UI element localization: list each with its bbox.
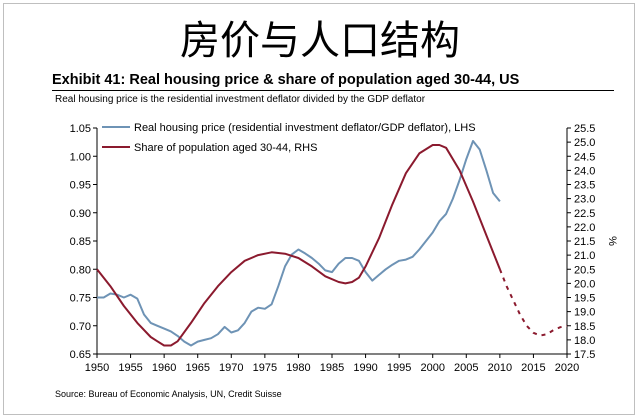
right-tick-label: 21.0 [574,250,595,262]
x-tick-label: 1965 [185,362,209,374]
x-tick-label: 1985 [320,362,344,374]
right-tick-label: 23.5 [574,180,595,192]
right-tick-label: 21.5 [574,236,595,248]
chart-frame [3,3,635,415]
x-tick-label: 1975 [253,362,277,374]
right-tick-label: 19.0 [574,307,595,319]
left-tick-label: 0.75 [70,293,91,305]
right-tick-label: 24.0 [574,165,595,177]
right-tick-label: 20.0 [574,278,595,290]
right-tick-label: 18.0 [574,335,595,347]
chart-subtitle: Real housing price is the residential in… [55,94,426,105]
left-tick-label: 0.80 [70,264,91,276]
right-tick-label: 17.5 [574,349,595,361]
x-tick-label: 2000 [420,362,444,374]
source-note: Source: Bureau of Economic Analysis, UN,… [55,389,282,399]
series-line-1 [96,144,501,347]
x-tick-label: 1990 [353,362,377,374]
title-divider [52,90,614,91]
right-tick-label: 22.0 [574,222,595,234]
right-tick-label: 25.5 [574,123,595,135]
right-tick-label: 25.0 [574,137,595,149]
x-tick-label: 1960 [152,362,176,374]
left-tick-label: 0.65 [70,349,91,361]
series-line-2 [498,268,568,337]
x-tick-label: 2020 [555,362,579,374]
x-tick-label: 1955 [118,362,142,374]
left-tick-label: 1.05 [70,123,91,135]
legend-label: Share of population aged 30-44, RHS [134,142,317,154]
x-tick-label: 1970 [219,362,243,374]
right-axis-label: % [606,236,618,246]
left-tick-label: 0.95 [70,180,91,192]
x-tick-label: 2005 [454,362,478,374]
right-tick-label: 20.5 [574,264,595,276]
right-tick-label: 18.5 [574,321,595,333]
left-tick-label: 1.00 [70,151,91,163]
right-tick-label: 19.5 [574,293,595,305]
x-tick-label: 1995 [387,362,411,374]
right-tick-label: 22.5 [574,208,595,220]
left-tick-label: 0.70 [70,321,91,333]
series-line-0 [97,140,501,347]
exhibit-title: Exhibit 41: Real housing price & share o… [52,72,520,88]
x-tick-label: 1980 [286,362,310,374]
x-tick-label: 1950 [85,362,109,374]
right-tick-label: 24.5 [574,151,595,163]
left-tick-label: 0.85 [70,236,91,248]
left-tick-label: 0.90 [70,208,91,220]
right-tick-label: 23.0 [574,194,595,206]
page-title: 房价与人口结构 [180,18,460,64]
x-tick-label: 2015 [521,362,545,374]
x-tick-label: 2010 [488,362,512,374]
legend-label: Real housing price (residential investme… [134,122,476,134]
